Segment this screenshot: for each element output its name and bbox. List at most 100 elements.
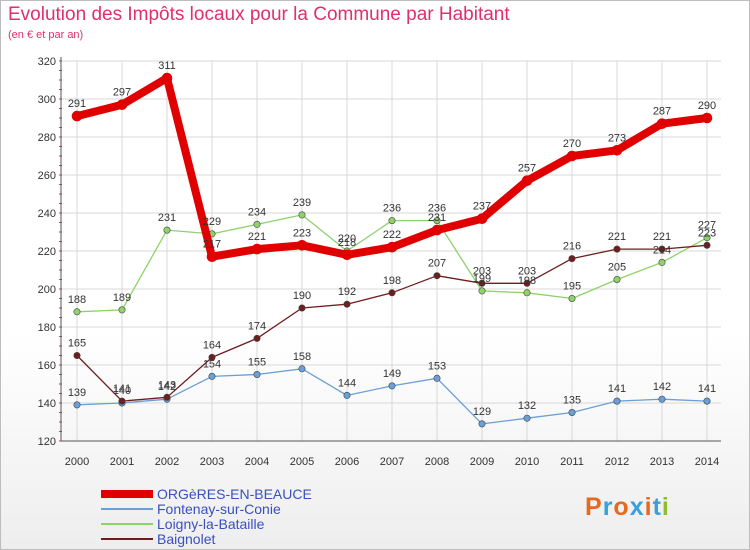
data-point [611, 145, 623, 156]
data-label: 141 [608, 383, 626, 395]
data-point [476, 213, 488, 224]
data-point [251, 243, 263, 255]
y-tick-label: 300 [38, 94, 56, 106]
data-label: 199 [473, 273, 491, 285]
legend-item-fontenay: Fontenay-sur-Conie [101, 501, 281, 517]
data-point [388, 217, 396, 225]
data-point [118, 397, 126, 405]
data-point [703, 241, 711, 249]
data-point [433, 272, 441, 280]
data-point [253, 220, 261, 228]
data-point [478, 279, 486, 287]
data-point [703, 397, 711, 405]
x-tick-label: 2000 [65, 456, 89, 468]
data-label: 140 [113, 385, 131, 397]
data-point [433, 217, 441, 225]
data-label: 273 [608, 132, 626, 144]
data-label: 221 [608, 231, 626, 243]
data-label: 291 [68, 98, 86, 110]
data-label: 239 [293, 197, 311, 209]
legend-swatch-baignolet [101, 538, 153, 540]
y-tick-label: 200 [38, 284, 56, 296]
data-label: 221 [653, 231, 671, 243]
logo-letter: i [644, 493, 653, 521]
y-tick-label: 320 [38, 56, 56, 68]
data-point [296, 240, 308, 251]
data-label: 207 [428, 258, 446, 270]
data-point [73, 351, 81, 359]
data-point [161, 72, 173, 84]
data-point [163, 393, 171, 401]
chart-title: Evolution des Impôts locaux pour la Comm… [8, 4, 510, 25]
logo-letter: r [602, 493, 614, 521]
x-tick-label: 2010 [515, 456, 539, 468]
data-label: 192 [338, 286, 356, 298]
data-label: 198 [518, 275, 536, 287]
data-point [566, 150, 578, 162]
data-point [341, 249, 353, 261]
data-point [73, 308, 81, 316]
data-point [343, 391, 351, 399]
data-point [208, 353, 216, 361]
data-point [386, 241, 398, 253]
x-tick-label: 2014 [695, 456, 719, 468]
data-point [658, 258, 666, 266]
y-tick-label: 260 [38, 170, 56, 182]
data-point [253, 370, 261, 378]
data-label: 190 [293, 290, 311, 302]
data-label: 234 [248, 206, 266, 218]
legend-label-loigny: Loigny-la-Bataille [157, 516, 265, 532]
y-tick-label: 120 [38, 436, 56, 448]
data-label: 153 [428, 360, 446, 372]
x-tick-label: 2003 [200, 456, 224, 468]
legend-label-baignolet: Baignolet [157, 531, 216, 547]
legend-item-loigny: Loigny-la-Bataille [101, 516, 264, 532]
x-tick-label: 2009 [470, 456, 494, 468]
x-tick-label: 2004 [245, 456, 269, 468]
data-point [71, 110, 83, 122]
legend-item-baignolet: Baignolet [101, 531, 215, 547]
data-point [163, 226, 171, 234]
data-label: 154 [203, 358, 221, 370]
data-label: 216 [563, 241, 581, 253]
data-point [253, 334, 261, 342]
data-point [568, 294, 576, 302]
data-label: 165 [68, 338, 86, 350]
data-point [478, 420, 486, 428]
y-tick-label: 180 [38, 322, 56, 334]
data-point [388, 289, 396, 297]
data-point [568, 255, 576, 263]
y-tick-label: 160 [38, 360, 56, 372]
data-label: 141 [113, 383, 131, 395]
y-tick-label: 140 [38, 398, 56, 410]
data-point [523, 414, 531, 422]
data-point [73, 401, 81, 409]
data-label: 287 [653, 106, 671, 118]
data-label: 237 [473, 201, 491, 213]
x-tick-label: 2002 [155, 456, 179, 468]
chart-subtitle: (en € et par an) [8, 29, 84, 41]
data-label: 229 [203, 216, 221, 228]
data-point [298, 211, 306, 219]
data-point [433, 374, 441, 382]
x-tick-label: 2001 [110, 456, 134, 468]
legend-swatch-fontenay [101, 508, 153, 510]
legend-swatch-orgeres [101, 490, 153, 498]
logo-letter: o [613, 493, 630, 521]
data-point [343, 300, 351, 308]
data-label: 218 [338, 237, 356, 249]
data-point [568, 408, 576, 416]
data-label: 164 [203, 339, 221, 351]
data-label: 257 [518, 163, 536, 175]
data-label: 231 [428, 212, 446, 224]
x-tick-label: 2007 [380, 456, 404, 468]
data-point [298, 365, 306, 373]
data-label: 144 [338, 377, 356, 389]
data-label: 132 [518, 400, 536, 412]
data-point [431, 224, 443, 236]
x-tick-label: 2013 [650, 456, 674, 468]
data-point [208, 372, 216, 380]
logo-letter: i [661, 493, 670, 521]
data-label: 217 [203, 239, 221, 251]
